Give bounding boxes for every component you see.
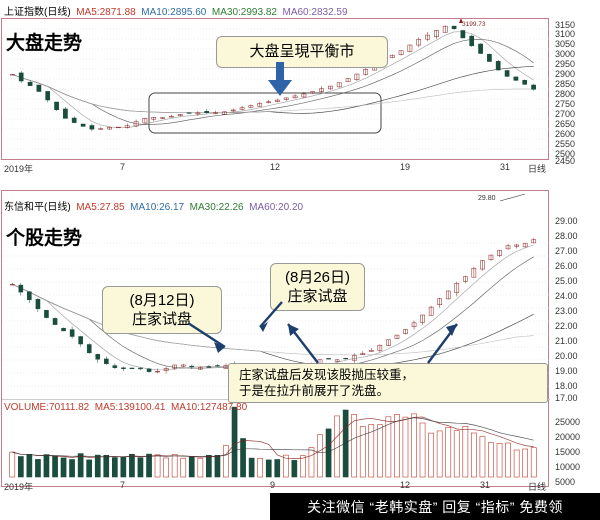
svg-text:3199.73: 3199.73 (462, 21, 486, 28)
